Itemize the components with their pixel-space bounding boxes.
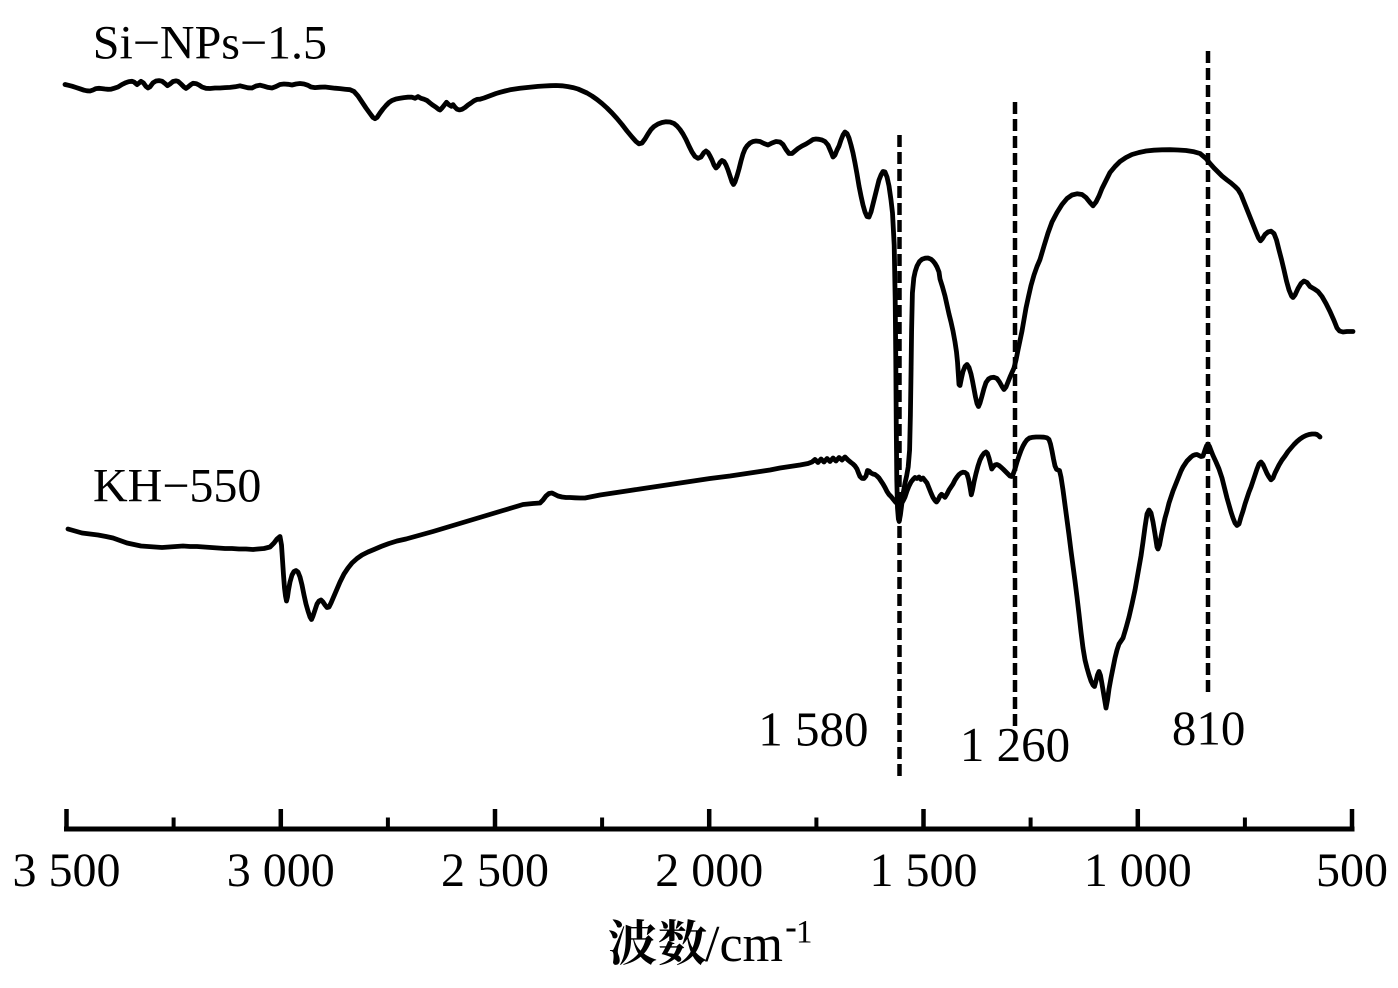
svg-text:1 500: 1 500 (870, 844, 978, 897)
svg-text:3 500: 3 500 (13, 844, 121, 897)
svg-text:Si−NPs−1.5: Si−NPs−1.5 (93, 17, 327, 70)
svg-text:1 000: 1 000 (1084, 844, 1192, 897)
svg-text:2 000: 2 000 (655, 844, 763, 897)
svg-text:KH−550: KH−550 (93, 460, 261, 513)
svg-text:2 500: 2 500 (441, 844, 549, 897)
svg-text:1 580: 1 580 (758, 702, 868, 757)
svg-text:3 000: 3 000 (227, 844, 335, 897)
svg-text:/cm: /cm (705, 916, 783, 973)
svg-text:810: 810 (1172, 701, 1246, 756)
svg-text:1 260: 1 260 (960, 717, 1070, 772)
svg-text:1: 1 (796, 915, 813, 951)
svg-text:500: 500 (1316, 844, 1388, 897)
